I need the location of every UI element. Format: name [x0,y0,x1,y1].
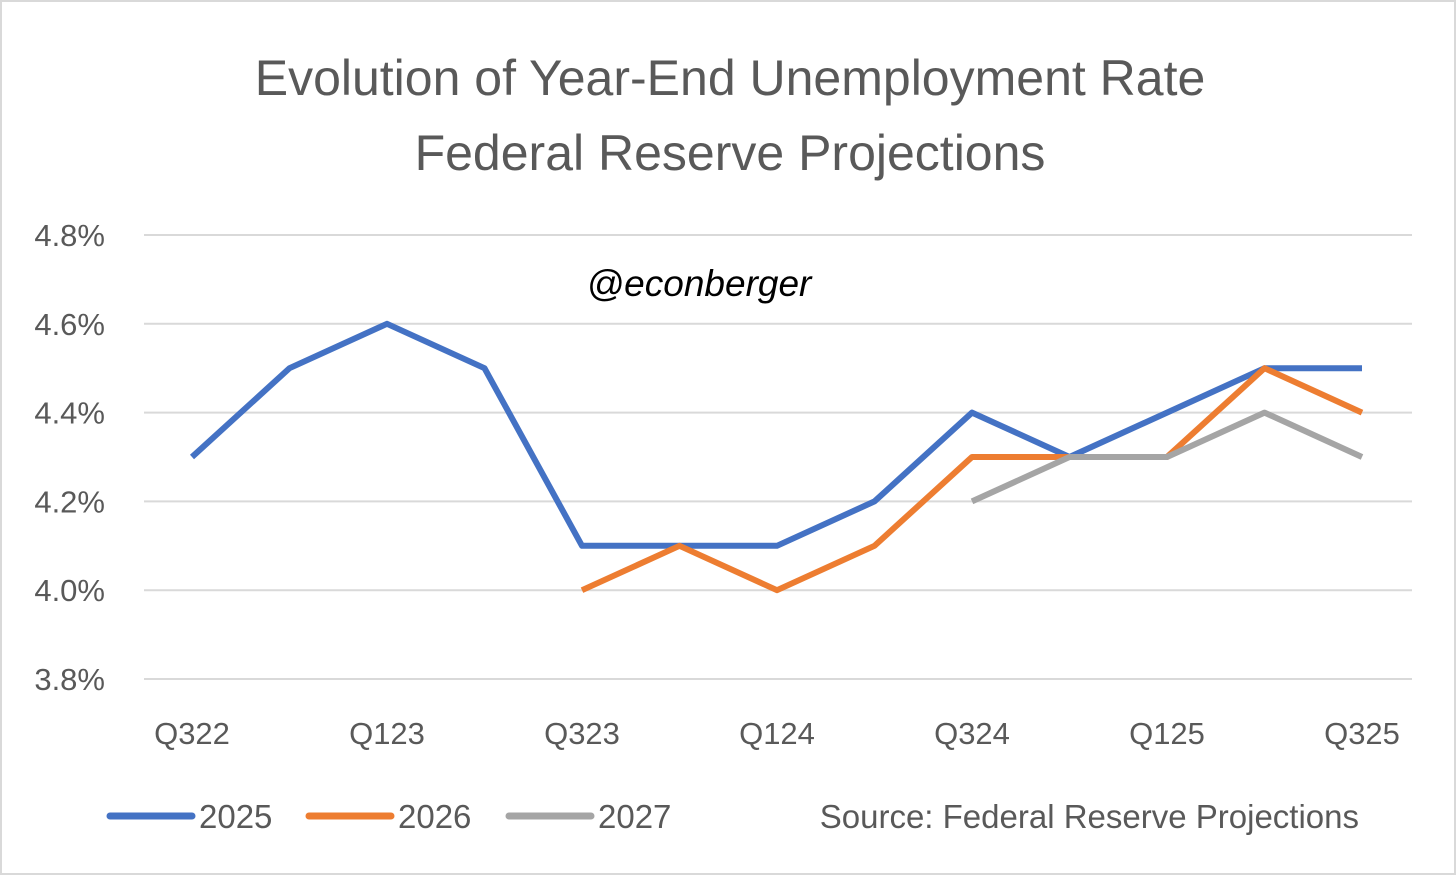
y-tick-label: 4.8% [34,218,105,253]
legend-label-2026: 2026 [398,798,471,835]
x-tick-label: Q123 [349,716,425,751]
series-line-2025 [189,320,1362,549]
y-tick-label: 4.4% [34,396,105,431]
y-tick-label: 4.6% [34,307,105,342]
x-tick-label: Q125 [1129,716,1205,751]
series-lines [189,320,1364,594]
watermark-annotation: @econberger [587,263,813,304]
chart-title: Evolution of Year-End Unemployment Rate [255,50,1206,106]
y-axis-ticks: 3.8% 4.0% 4.2% 4.4% 4.6% 4.8% [34,218,105,697]
y-tick-label: 4.2% [34,484,105,519]
chart-subtitle: Federal Reserve Projections [415,125,1046,181]
series-line-2026 [580,365,1364,594]
legend-label-2025: 2025 [199,798,272,835]
source-note: Source: Federal Reserve Projections [820,798,1359,835]
series-line-2027 [970,409,1364,505]
legend-label-2027: 2027 [598,798,671,835]
y-tick-label: 4.0% [34,573,105,608]
legend: 2025 2026 2027 [106,798,671,835]
x-tick-label: Q325 [1324,716,1400,751]
x-tick-label: Q324 [934,716,1010,751]
x-tick-label: Q323 [544,716,620,751]
y-tick-label: 3.8% [34,662,105,697]
gridlines [144,234,1412,680]
x-tick-label: Q322 [154,716,230,751]
x-tick-label: Q124 [739,716,815,751]
x-axis-ticks: Q322 Q123 Q323 Q124 Q324 Q125 Q325 [154,716,1400,751]
